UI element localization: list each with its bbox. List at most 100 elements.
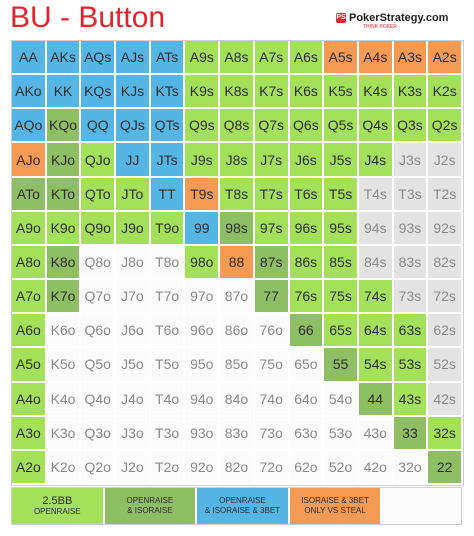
hand-cell: 84o [220,382,255,417]
hand-cell: T9o [150,211,186,246]
hand-cell: K2o [46,450,82,485]
title-bar: BU - Button PS PokerStrategy.com THINK P… [0,0,474,36]
hand-cell: QJs [116,109,151,144]
hand-cell: AKo [12,75,47,110]
hand-cell: J7s [254,143,290,178]
hand-cell: KTo [46,177,82,212]
logo-name: PokerStrategy.com [349,12,449,24]
hand-cell: K5s [324,75,359,110]
legend-item: ISORAISE & 3BET ONLY VS STEAL [289,488,383,524]
hand-cell: K8o [46,245,82,281]
hand-cell: AJs [116,41,151,76]
hand-cell: K4s [358,75,394,110]
legend-item: OPENRAISE & ISORAISE & 3BET [197,488,290,524]
hand-cell: A6o [12,314,47,349]
hand-cell: 82s [428,245,463,281]
hand-cell: 98s [220,211,255,246]
hand-cell: A8o [12,245,47,281]
hand-cell: JTo [116,177,151,212]
hand-cell: 54s [358,348,394,383]
hand-cell: T6o [150,314,186,349]
hand-cell: A3s [393,41,429,76]
hand-cell: 76s [289,280,325,315]
legend-line-2: & ISORAISE & 3BET [204,506,281,515]
logo-text: PokerStrategy.com THINK POKER [349,12,448,30]
hand-cell: 92s [428,211,463,246]
hand-cell: 74s [358,280,394,315]
hand-cell: 84s [358,245,394,281]
hand-cell: 94s [358,211,394,246]
legend-line-1: 2.5BB [42,495,73,507]
hand-cell: Q3s [393,109,429,144]
hand-cell: A5o [12,348,47,383]
hand-cell: Q8s [220,109,255,144]
hand-cell: Q5o [81,348,117,383]
hand-cell: 64s [358,314,394,349]
hand-cell: J9s [185,143,221,178]
hand-cell: 42s [428,382,463,417]
hand-cell: 94o [185,382,221,417]
hand-cell: T8s [220,177,255,212]
hand-cell: 96o [185,314,221,349]
hand-cell: 53o [324,416,359,451]
hand-cell: A7o [12,280,47,315]
hand-cell: AJo [12,143,47,178]
hand-cell: 75o [254,348,290,383]
hand-cell: 96s [289,211,325,246]
hand-cell: Q6s [289,109,325,144]
hand-cell: A2o [12,450,47,485]
hand-cell: T5s [324,177,359,212]
legend-line-1: ISORAISE & 3BET [301,496,369,505]
hand-cell: Q7o [81,280,117,315]
hand-cell: Q3o [81,416,117,451]
hand-cell: T6s [289,177,325,212]
hand-cell: ATs [150,41,186,76]
hand-cell: 83o [220,416,255,451]
hand-cell: Q6o [81,314,117,349]
hand-cell: J6s [289,143,325,178]
hand-cell: J2s [428,143,463,178]
hand-cell: 98o [185,245,221,281]
hand-cell: K4o [46,382,82,417]
hand-cell: AQo [12,109,47,144]
hand-cell: 43s [393,382,429,417]
hand-cell: J4o [116,382,151,417]
hand-cell: A8s [220,41,255,76]
hand-cell: 76o [254,314,290,349]
hand-cell: 86s [289,245,325,281]
hand-cell: K7s [254,75,290,110]
hand-cell: Q4s [358,109,394,144]
hand-cell: 22 [428,450,463,485]
hand-cell: 33 [393,416,429,451]
hand-cell: Q5s [324,109,359,144]
hand-cell: 87o [220,280,255,315]
hand-cell: A5s [324,41,359,76]
hand-cell: K3o [46,416,82,451]
hand-cell: T5o [150,348,186,383]
hand-cell: T8o [150,245,186,281]
hand-cell: KQs [81,75,117,110]
legend-line-1: OPENRAISE [219,496,266,505]
hand-cell: Q9s [185,109,221,144]
hand-cell: 82o [220,450,255,485]
hand-cell: Q4o [81,382,117,417]
hand-cell: K7o [46,280,82,315]
hand-cell: QTs [150,109,186,144]
hand-cell: AA [12,41,47,76]
hand-cell: 65s [324,314,359,349]
hand-cell: 83s [393,245,429,281]
hand-cell: A4o [12,382,47,417]
hand-cell: T2s [428,177,463,212]
hand-cell: A2s [428,41,463,76]
hand-cell: 86o [220,314,255,349]
hand-cell: TT [150,177,186,212]
hand-cell: 62o [289,450,325,485]
hand-cell: KTs [150,75,186,110]
hand-cell: JTs [150,143,186,178]
hand-cell: 97s [254,211,290,246]
hand-cell: 66 [289,314,325,349]
hand-cell: KJo [46,143,82,178]
hand-cell: J3o [116,416,151,451]
hand-cell: K3s [393,75,429,110]
hand-cell: A4s [358,41,394,76]
